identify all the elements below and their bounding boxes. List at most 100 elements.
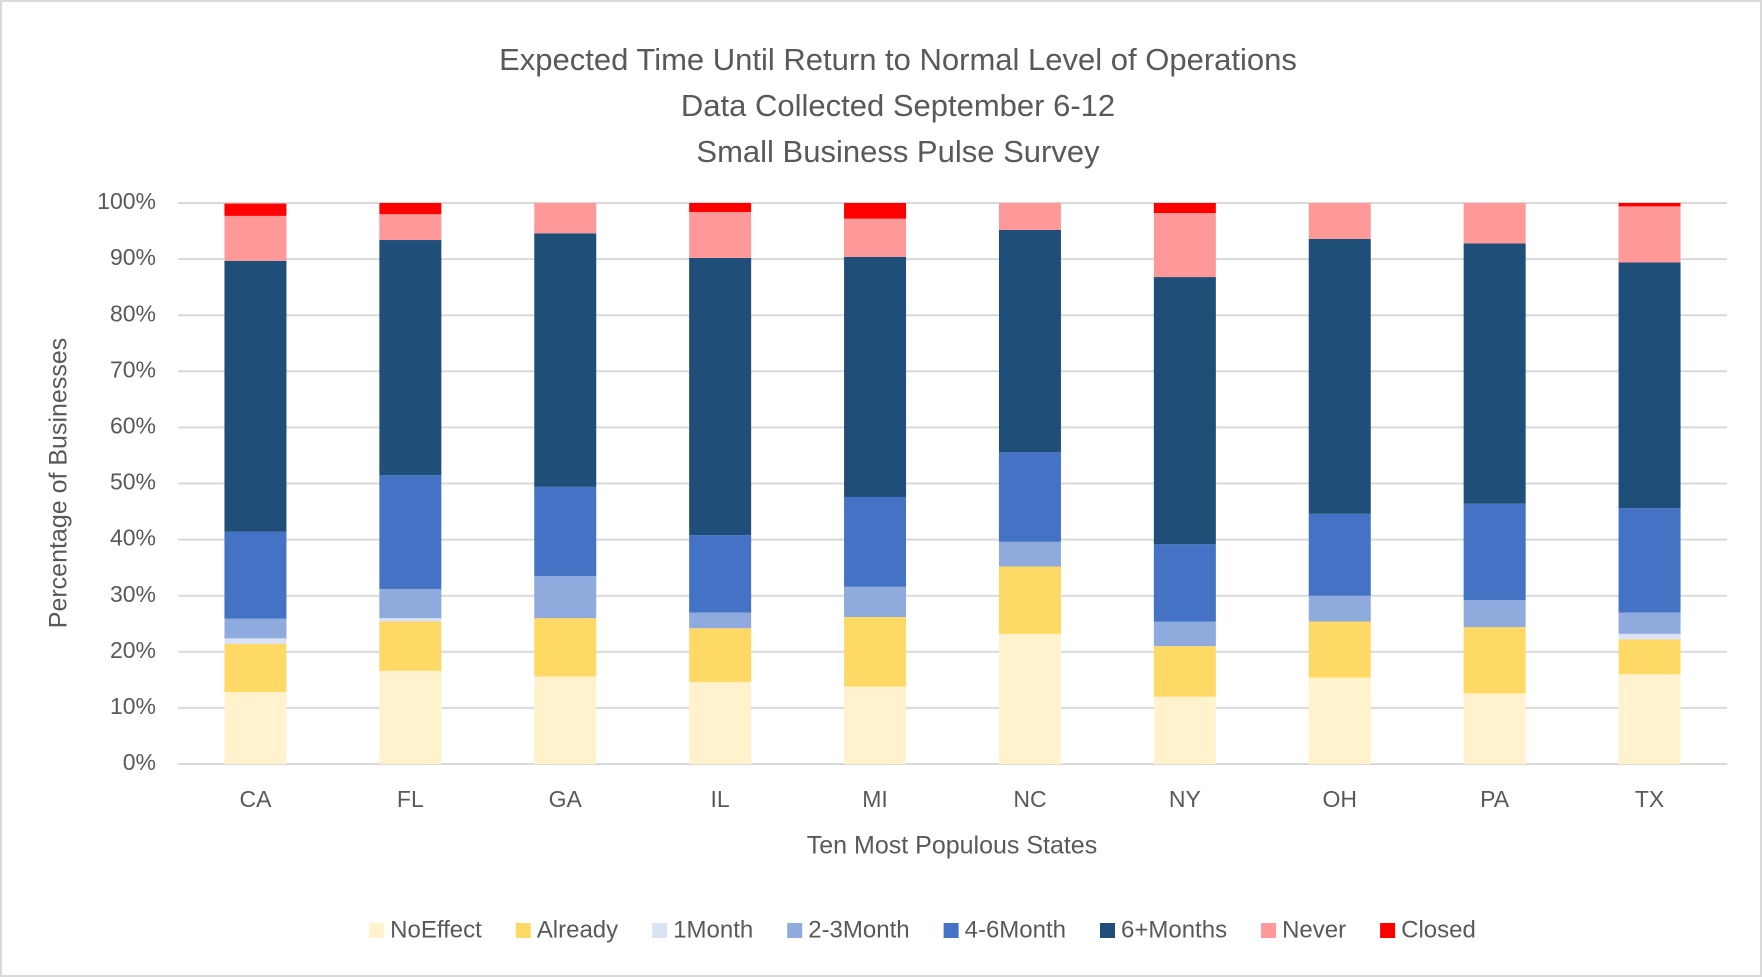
bar-segment [379,475,442,589]
bar-segment [1618,674,1681,764]
legend-label: 2-3Month [808,916,909,943]
bar-segment [844,617,907,687]
bar-segment [379,618,442,622]
bar-segment [1618,203,1681,207]
bar-segment [1153,696,1216,764]
bar-segment [689,203,752,212]
bar-segment [844,218,907,257]
y-tick-label: 70% [110,356,156,382]
x-tick-label: PA [1480,786,1510,812]
bar-segment [1153,621,1216,647]
x-tick-label: TX [1635,786,1664,812]
bar-segment [224,203,287,216]
bar-segment [379,621,442,671]
legend-label: 4-6Month [965,916,1066,943]
bar-segment [534,486,597,577]
bar-segment [1463,203,1526,244]
x-tick-label: NY [1169,786,1201,812]
bar-segment [1463,693,1526,764]
y-tick-label: 30% [110,581,156,607]
bar-segment [534,233,597,487]
bar-segment [1308,238,1371,514]
bar-segment [844,686,907,764]
bar-segment [379,588,442,619]
bar-segment [998,203,1061,230]
bar-segment [534,676,597,764]
x-tick-label: MI [862,786,888,812]
bar-segment [844,586,907,618]
bar-segment [224,260,287,532]
bar-segment [998,229,1061,453]
legend-swatch [787,923,803,938]
chart-subtitle: Small Business Pulse Survey [696,134,1100,169]
bar-segment [1618,262,1681,509]
legend: NoEffect Already 1Month 2-3Month 4-6Month 6+M… [369,916,1476,943]
y-tick-label: 100% [97,188,156,214]
bar-segment [1308,203,1371,239]
bar-segment [1463,600,1526,628]
x-tick-label: GA [549,786,583,812]
legend-swatch [943,923,959,938]
bar-segment [1618,508,1681,613]
bar-segment [689,628,752,683]
y-tick-label: 10% [110,693,156,719]
bar-segment [1308,595,1371,622]
legend-swatch [1380,923,1396,938]
bar-segment [1308,677,1371,764]
legend-label: 6+Months [1121,916,1227,943]
y-tick-label: 90% [110,244,156,270]
bar-segment [379,214,442,241]
chart-subtitle: Data Collected September 6-12 [681,88,1115,123]
x-tick-label: OH [1323,786,1358,812]
y-tick-label: 40% [110,525,156,551]
legend-swatch [515,923,531,938]
bar-segment [224,215,287,261]
bar-segment [224,643,287,693]
x-tick-label: FL [397,786,424,812]
bar-segment [1618,612,1681,634]
bar-segment [1153,203,1216,214]
bar-segment [998,566,1061,634]
bar-segment [1153,277,1216,545]
x-tick-label: NC [1013,786,1046,812]
bar-segment [998,541,1061,567]
y-tick-label: 50% [110,469,156,495]
y-axis-title: Percentage of Businesses [45,338,73,628]
bar-segment [1463,503,1526,601]
bar-segment [1463,627,1526,694]
y-tick-label: 0% [123,749,156,775]
legend-label: NoEffect [390,916,482,943]
bar-segment [844,496,907,587]
bar-segment [689,535,752,613]
x-tick-label: IL [711,786,730,812]
bar-segment [379,240,442,476]
legend-swatch [1261,923,1277,938]
bar-segment [1308,513,1371,596]
legend-label: Never [1282,916,1346,943]
x-tick-label: CA [239,786,272,812]
legend-swatch [652,923,668,938]
bar-segment [224,638,287,644]
bar-segment [534,618,597,677]
bar-segment [1308,621,1371,678]
legend-swatch [369,923,385,938]
bar-segment [998,452,1061,542]
bar-segment [534,576,597,619]
legend-label: 1Month [673,916,753,943]
bar-segment [224,692,287,764]
bar-segment [689,211,752,258]
y-tick-label: 80% [110,300,156,326]
bar-segment [998,633,1061,764]
bar-segment [1153,213,1216,278]
bar-segment [1153,646,1216,697]
x-axis-title: Ten Most Populous States [807,832,1097,860]
bar-segment [689,682,752,764]
legend-swatch [1100,923,1115,938]
legend-label: Already [537,916,618,943]
bar-segment [844,203,907,219]
chart-title: Expected Time Until Return to Normal Lev… [499,42,1297,77]
bar-segment [379,203,442,215]
bar-segment [534,203,597,234]
bar-segment [844,256,907,497]
